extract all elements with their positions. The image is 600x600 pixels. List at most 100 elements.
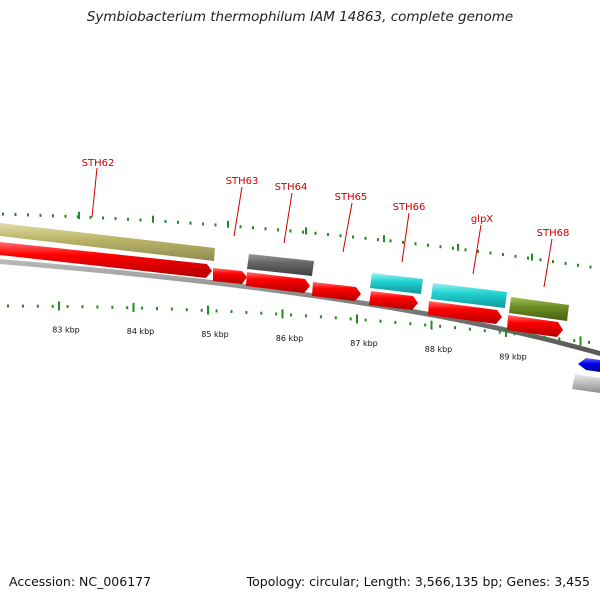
outer-minor-tick [502,253,504,257]
inner-minor-tick [21,304,24,308]
gene-label: STH64 [275,182,308,193]
inner-minor-tick [573,339,576,343]
inner-minor-tick [81,305,84,309]
inner-minor-tick [245,310,248,314]
inner-minor-tick [394,320,397,324]
inner-minor-tick [588,340,591,344]
inner-minor-tick [200,308,203,312]
sth66-cds-feature[interactable] [369,291,418,310]
outer-minor-tick [127,217,129,221]
sth62-outer-feature[interactable] [0,223,215,261]
outer-minor-tick [364,236,367,240]
inner-minor-tick [334,316,337,320]
inner-minor-tick [558,337,561,341]
inner-minor-tick [290,313,293,317]
scale-label: 84 kbp [127,327,155,336]
outer-minor-tick [202,222,204,226]
inner-minor-tick [513,332,516,336]
outer-minor-tick [527,256,529,260]
outer-minor-tick [339,234,342,238]
inner-major-tick [356,314,358,324]
outer-major-tick [152,215,154,223]
sth62-cds-feature[interactable] [0,242,212,278]
glpx-cds-feature[interactable] [428,301,502,324]
gene-label: STH63 [226,176,259,187]
next-cds-feature[interactable] [578,358,600,372]
gene-label: STH68 [537,228,570,239]
inner-minor-tick [379,319,382,323]
inner-minor-tick [126,306,129,310]
outer-minor-tick [564,261,567,265]
outer-tick-row [2,211,592,269]
outer-minor-tick [64,214,67,218]
inner-minor-tick [170,307,173,311]
next-outer-feature[interactable] [572,374,600,393]
outer-minor-tick [27,213,29,217]
outer-minor-tick [277,228,279,232]
sth68-outer-feature[interactable] [509,297,569,321]
scale-label: 85 kbp [201,330,229,339]
inner-major-tick [207,305,209,315]
sth64-cds-feature[interactable] [246,272,310,293]
label-leader-lines [91,167,553,288]
inner-minor-tick [96,305,99,309]
accession-text: Accession: NC_006177 [9,574,152,589]
inner-minor-tick [424,323,427,327]
leader-line [401,212,410,263]
sth65-cds-feature[interactable] [312,282,361,301]
gene-label: STH62 [82,158,115,169]
inner-minor-tick [439,324,442,328]
sth66-outer-feature[interactable] [370,273,423,294]
outer-major-tick [78,211,80,219]
inner-minor-tick [111,305,114,309]
scale-label: 89 kbp [499,353,527,362]
outer-major-tick [227,220,229,228]
outer-minor-tick [539,258,542,262]
sth68-cds-feature[interactable] [507,315,563,337]
glpx-outer-feature[interactable] [431,283,507,308]
outer-major-tick [457,243,459,251]
outer-minor-tick [402,240,404,244]
inner-minor-tick [215,309,218,313]
outer-minor-tick [264,227,267,231]
outer-minor-tick [314,231,317,235]
leader-line [472,224,482,275]
leader-line [233,186,243,237]
feature-track [0,223,600,393]
outer-minor-tick [414,242,417,246]
inner-minor-tick [51,304,54,308]
leader-line [543,238,553,288]
outer-minor-tick [464,248,467,252]
leader-line [342,202,353,253]
inner-minor-tick [483,329,486,333]
inner-major-tick [579,336,582,346]
gene-label-group: STH62 STH63 STH64 STH65 STH66 glpX STH68 [82,158,570,239]
outer-minor-tick [302,230,304,234]
outer-minor-tick [214,223,217,227]
map-title: Symbiobacterium thermophilum IAM 14863, … [86,9,514,25]
inner-minor-tick [528,333,531,337]
scale-label: 83 kbp [52,326,80,335]
outer-minor-tick [589,265,592,269]
outer-minor-tick [477,249,479,253]
sth64-outer-feature[interactable] [247,254,314,276]
inner-minor-tick [305,314,307,318]
outer-minor-tick [377,238,379,242]
inner-minor-tick [543,335,546,339]
inner-minor-tick [454,326,456,330]
inner-major-tick [430,320,433,330]
gene-label: STH66 [393,202,426,213]
outer-minor-tick [2,212,4,216]
outer-minor-tick [327,233,329,236]
outer-major-tick [383,235,385,243]
gene-label: glpX [471,214,493,225]
inner-minor-tick [36,304,39,308]
outer-minor-tick [552,260,554,264]
inner-minor-tick [66,305,69,308]
sth63-cds-feature[interactable] [213,268,247,284]
inner-minor-tick [185,308,188,312]
inner-major-tick [132,302,135,312]
scale-label: 87 kbp [350,339,378,348]
scale-label: 88 kbp [425,345,453,354]
